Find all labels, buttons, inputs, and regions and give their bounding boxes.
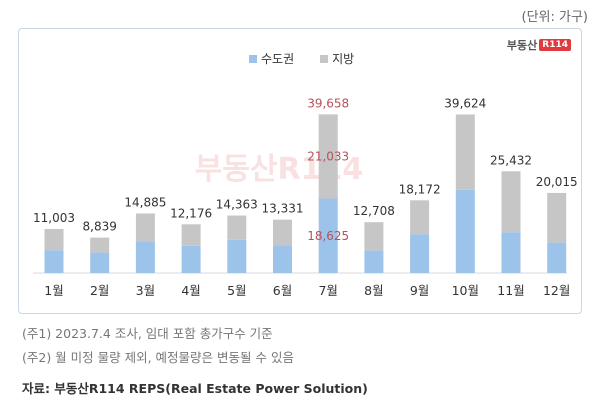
data-label-local: 21,033 (307, 149, 349, 163)
x-tick-label: 12월 (543, 283, 570, 298)
bar-local (44, 228, 64, 251)
x-tick-label: 6월 (273, 283, 292, 298)
x-tick-label: 3월 (136, 283, 155, 298)
x-tick-label: 7월 (318, 283, 337, 298)
data-label-total: 12,708 (353, 204, 395, 218)
bar-capital (181, 245, 201, 273)
brand-logo: 부동산 R114 (507, 37, 571, 53)
bar-capital (44, 250, 64, 273)
x-tick-label: 2월 (90, 283, 109, 298)
bar-local (181, 224, 201, 246)
x-tick-label: 5월 (227, 283, 246, 298)
bar-capital (364, 250, 384, 273)
bar-local (410, 200, 430, 235)
legend-item-capital: 수도권 (249, 50, 294, 67)
data-label-total: 13,331 (262, 202, 304, 216)
bar-local (90, 237, 110, 253)
bar-capital (318, 198, 338, 273)
x-tick-label: 9월 (410, 283, 429, 298)
bar-capital (410, 234, 430, 273)
data-label-total: 14,885 (124, 195, 166, 209)
footnote-1: (주1) 2023.7.4 조사, 임대 포함 총가구수 기준 (22, 326, 273, 341)
chart-frame: 부동산 R114 수도권 지방 부동산R114 11,003 1월 8,839 2월 14… (18, 28, 582, 314)
legend-label-local: 지방 (332, 52, 355, 66)
bar-capital (227, 239, 247, 273)
bar-local (501, 171, 521, 233)
x-tick-label: 8월 (364, 283, 383, 298)
stacked-bar-chart: 부동산R11411,0031월8,8392월14,8853월12,1764월14… (33, 96, 578, 298)
x-tick-label: 10월 (452, 283, 479, 298)
x-tick-label: 4월 (181, 283, 200, 298)
legend-label-capital: 수도권 (261, 52, 295, 66)
bar-local (227, 215, 247, 240)
logo-badge: R114 (539, 39, 571, 51)
legend-swatch-local (320, 54, 329, 63)
data-label-total: 12,176 (170, 206, 212, 220)
bar-capital (135, 241, 155, 273)
data-label-total: 11,003 (33, 211, 75, 225)
footnotes: (주1) 2023.7.4 조사, 임대 포함 총가구수 기준 (주2) 월 미… (22, 322, 294, 370)
bar-local (547, 192, 567, 243)
bar-capital (90, 252, 110, 273)
bar-local (318, 114, 338, 199)
logo-text: 부동산 (506, 39, 538, 52)
data-label-total: 14,363 (216, 198, 258, 212)
bar-capital (547, 242, 567, 273)
bar-capital (455, 189, 475, 273)
data-label-total: 39,658 (307, 96, 349, 110)
source-note: 자료: 부동산R114 REPS(Real Estate Power Solut… (22, 381, 368, 396)
bar-capital (501, 232, 521, 273)
bar-local (364, 222, 384, 251)
bar-local (455, 114, 475, 190)
legend: 수도권 지방 (249, 50, 354, 67)
x-tick-label: 1월 (44, 283, 63, 298)
data-label-capital: 18,625 (307, 229, 349, 243)
bar-capital (273, 245, 292, 273)
data-label-total: 39,624 (444, 97, 486, 111)
data-label-total: 18,172 (399, 182, 441, 196)
data-label-total: 8,839 (83, 220, 117, 234)
unit-label: (단위: 가구) (521, 10, 589, 25)
footnote-2: (주2) 월 미정 물량 제외, 예정물량은 변동될 수 있음 (22, 350, 294, 365)
legend-item-local: 지방 (320, 50, 354, 67)
x-tick-label: 11월 (497, 283, 524, 298)
data-label-total: 25,432 (490, 153, 532, 167)
bar-local (273, 219, 292, 246)
bar-local (135, 213, 155, 242)
legend-swatch-capital (249, 54, 257, 63)
data-label-total: 20,015 (536, 175, 578, 189)
